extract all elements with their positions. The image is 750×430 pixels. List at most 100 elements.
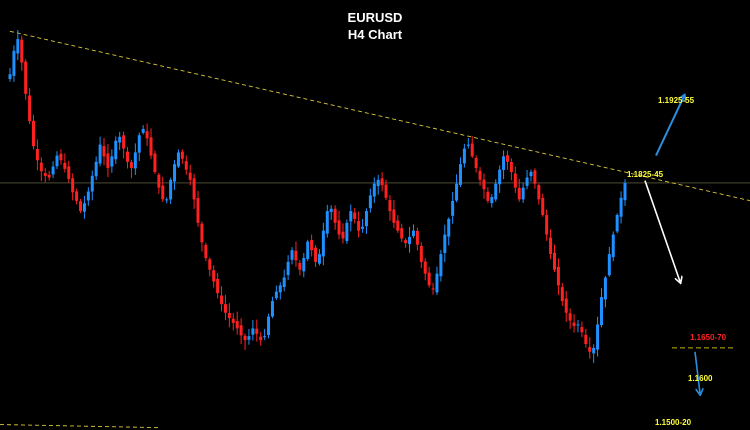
candle-body — [208, 259, 212, 270]
candle-body — [607, 254, 611, 276]
candle-body — [474, 157, 478, 169]
candle-body — [247, 336, 251, 340]
candle-body — [153, 153, 157, 172]
candle-body — [317, 254, 321, 264]
candle-body — [451, 200, 455, 216]
candle-body — [106, 153, 110, 169]
candle-body — [486, 191, 490, 201]
candle-body — [361, 226, 365, 229]
candle-body — [235, 321, 239, 329]
candle-body — [584, 334, 588, 344]
candle-body — [216, 278, 220, 294]
candle-body — [321, 230, 325, 257]
chart-subtitle: H4 Chart — [347, 27, 403, 42]
candle-body — [47, 174, 51, 178]
candle-body — [133, 152, 137, 169]
candle-body — [509, 162, 513, 172]
candle-body — [490, 197, 494, 204]
candle-body — [126, 151, 130, 162]
candle-body — [184, 161, 188, 170]
candle-body — [71, 178, 75, 193]
candle-body — [599, 297, 603, 326]
candle-body — [12, 50, 16, 76]
candle-body — [541, 197, 545, 215]
candle-body — [180, 151, 184, 159]
candle-body — [149, 137, 153, 156]
candle-body — [67, 166, 71, 180]
candle-body — [43, 173, 47, 176]
candle-body — [200, 223, 204, 243]
candle-body — [20, 39, 24, 63]
candle-body — [16, 39, 20, 54]
candle-body — [329, 208, 333, 213]
candle-body — [603, 277, 607, 300]
candle-body — [372, 183, 376, 197]
candle-body — [32, 120, 36, 147]
candle-body — [517, 187, 521, 200]
target-down-arrow — [644, 180, 680, 282]
candle-body — [364, 211, 368, 227]
candle-body — [118, 136, 122, 143]
candle-body — [619, 197, 623, 217]
candle-body — [243, 335, 247, 341]
candle-body — [596, 324, 600, 350]
candle-body — [404, 240, 408, 244]
candle-body — [411, 230, 415, 237]
candle-body — [478, 170, 482, 180]
candle-body — [525, 177, 529, 186]
candle-body — [110, 156, 114, 167]
candle-body — [114, 140, 118, 160]
candle-body — [270, 301, 274, 317]
candle-body — [513, 173, 517, 188]
candle-body — [443, 234, 447, 254]
candle-body — [349, 211, 353, 222]
candle-body — [357, 221, 361, 231]
candle-body — [204, 244, 208, 258]
candle-body — [458, 164, 462, 185]
descending-trendline — [9, 30, 750, 202]
candle-body — [259, 336, 263, 341]
candle-body — [169, 179, 173, 200]
level-label-2: 1.1825-45 — [627, 170, 664, 179]
candle-body — [384, 184, 388, 198]
candle-body — [337, 220, 341, 235]
candle-body — [157, 174, 161, 188]
candle-body — [380, 178, 384, 186]
candle-body — [306, 241, 310, 260]
candle-body — [623, 182, 627, 201]
candle-body — [79, 201, 83, 212]
target-up-arrow — [655, 96, 684, 157]
candle-body — [212, 270, 216, 282]
candle-body — [122, 135, 126, 149]
candle-body — [552, 252, 556, 270]
candle-body — [439, 254, 443, 277]
candle-body — [415, 230, 419, 245]
candle-body — [588, 347, 592, 352]
candle-body — [251, 328, 255, 335]
candle-body — [51, 166, 55, 175]
candle-body — [400, 228, 404, 239]
candle-body — [333, 208, 337, 223]
candle-body — [564, 298, 568, 313]
candle-body — [282, 277, 286, 288]
candle-body — [98, 144, 102, 164]
candle-body — [278, 285, 282, 293]
candle-body — [145, 131, 149, 139]
candle-body — [498, 169, 502, 185]
candle-body — [545, 215, 549, 235]
candle-body — [255, 328, 259, 334]
candle-body — [502, 156, 506, 170]
candle-body — [165, 199, 169, 201]
candle-body — [611, 234, 615, 258]
candle-body — [75, 191, 79, 201]
candle-body — [263, 336, 267, 338]
candle-body — [533, 170, 537, 184]
candle-body — [55, 155, 59, 167]
candle-body — [90, 175, 94, 192]
candle-body — [223, 304, 227, 313]
candle-body — [368, 195, 372, 209]
candle-body — [286, 261, 290, 275]
candle-body — [455, 183, 459, 201]
candle-body — [28, 95, 32, 122]
